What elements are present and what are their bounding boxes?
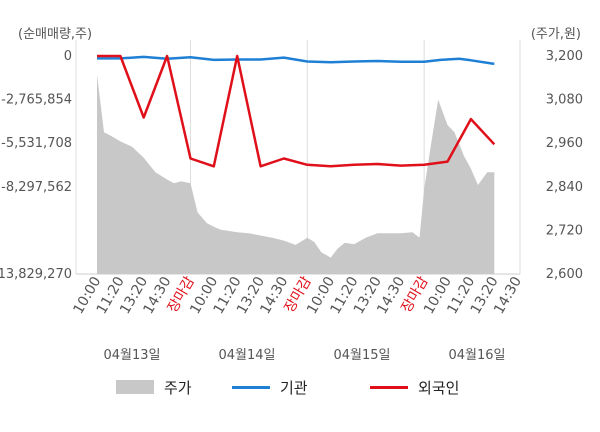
- date-label: 04월13일: [103, 348, 160, 363]
- price-area: [97, 74, 495, 274]
- left-tick-label: -5,531,708: [1, 136, 72, 151]
- right-tick-label: 2,840: [546, 180, 583, 195]
- right-axis-unit: (주가,원): [531, 27, 581, 42]
- right-tick-label: 3,080: [546, 93, 583, 108]
- left-tick-label: -13,829,270: [0, 267, 72, 282]
- right-tick-label: 2,720: [546, 223, 583, 238]
- legend-label-foreign: 외국인: [418, 378, 460, 397]
- legend: 주가 기관 외국인: [0, 372, 600, 402]
- legend-item-foreign: 외국인: [370, 372, 459, 402]
- legend-item-price: 주가: [116, 372, 192, 402]
- foreign-line: [97, 54, 496, 168]
- right-tick-label: 2,960: [546, 136, 583, 151]
- left-axis-unit: (순매매량,주): [18, 27, 92, 42]
- date-label: 04월14일: [218, 348, 275, 363]
- date-label: 04월16일: [448, 348, 505, 363]
- left-tick-label: -2,765,854: [1, 93, 72, 108]
- legend-item-institution: 기관: [232, 372, 308, 402]
- legend-label-price: 주가: [164, 378, 192, 397]
- legend-label-institution: 기관: [280, 378, 308, 397]
- left-tick-label: -8,297,562: [1, 180, 72, 195]
- legend-swatch-institution: [232, 385, 270, 389]
- right-tick-label: 3,200: [546, 49, 583, 64]
- left-tick-label: 0: [64, 49, 72, 64]
- date-label: 04월15일: [333, 348, 390, 363]
- right-tick-label: 2,600: [546, 267, 583, 282]
- legend-swatch-foreign: [370, 385, 408, 389]
- institution-line: [97, 55, 495, 66]
- legend-swatch-price: [116, 380, 154, 394]
